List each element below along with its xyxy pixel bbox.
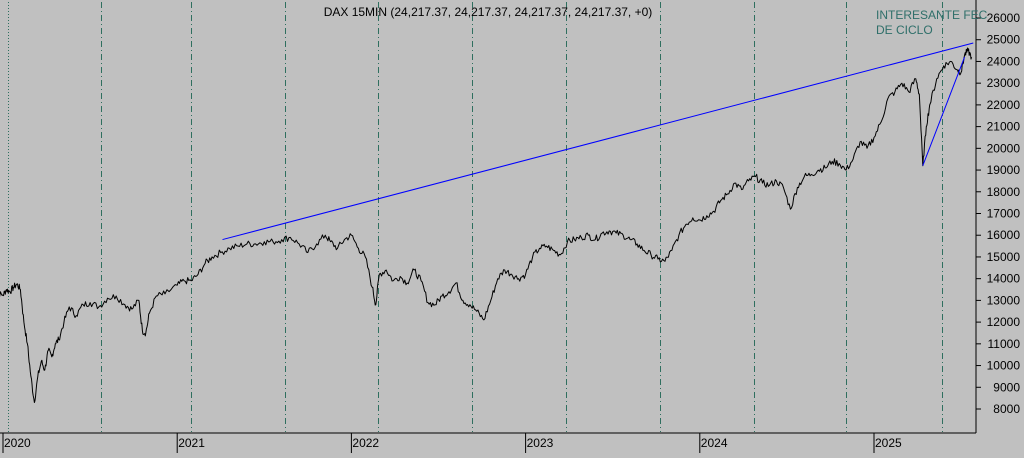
y-axis-ticks: 8000 9000 10000 11000 12000 13000 14000 15000 16… — [976, 11, 1020, 416]
trend-lines — [222, 42, 974, 241]
y-tick-label: 17000 — [987, 207, 1021, 221]
y-tick-label: 22000 — [987, 98, 1021, 112]
trend-line-2 — [922, 56, 966, 166]
x-tick-label: 2025 — [875, 436, 902, 450]
y-tick-label: 21000 — [987, 120, 1021, 134]
y-tick-label: 16000 — [987, 228, 1021, 242]
y-tick-label: 15000 — [987, 250, 1021, 264]
y-tick-label: 9000 — [993, 380, 1020, 394]
trend-line-1 — [222, 42, 974, 241]
x-tick-label: 2020 — [4, 436, 31, 450]
x-axis-ticks: 2020 2021 2022 2023 2024 2025 — [2, 433, 902, 453]
y-tick-label: 25000 — [987, 33, 1021, 47]
annotation-line1: INTERESANTE FEC — [876, 8, 988, 22]
x-tick-label: 2023 — [527, 436, 554, 450]
annotation-line2: DE CICLO — [876, 23, 933, 37]
price-line — [0, 47, 973, 403]
y-tick-label: 26000 — [987, 11, 1021, 25]
price-series — [0, 47, 973, 403]
chart-title: DAX 15MIN (24,217.37, 24,217.37, 24,217.… — [324, 5, 653, 19]
y-tick-label: 11000 — [988, 337, 1021, 351]
y-tick-label: 14000 — [987, 272, 1021, 286]
y-tick-label: 23000 — [987, 76, 1021, 90]
y-tick-label: 13000 — [987, 293, 1021, 307]
axes — [0, 0, 977, 434]
y-tick-label: 20000 — [987, 141, 1021, 155]
y-tick-label: 19000 — [987, 163, 1021, 177]
x-tick-label: 2022 — [352, 436, 379, 450]
x-tick-label: 2024 — [701, 436, 728, 450]
x-tick-label: 2021 — [178, 436, 205, 450]
y-tick-label: 8000 — [993, 402, 1020, 416]
y-tick-label: 18000 — [987, 185, 1021, 199]
y-tick-label: 12000 — [987, 315, 1021, 329]
y-tick-label: 24000 — [987, 54, 1021, 68]
y-tick-label: 10000 — [987, 359, 1021, 373]
